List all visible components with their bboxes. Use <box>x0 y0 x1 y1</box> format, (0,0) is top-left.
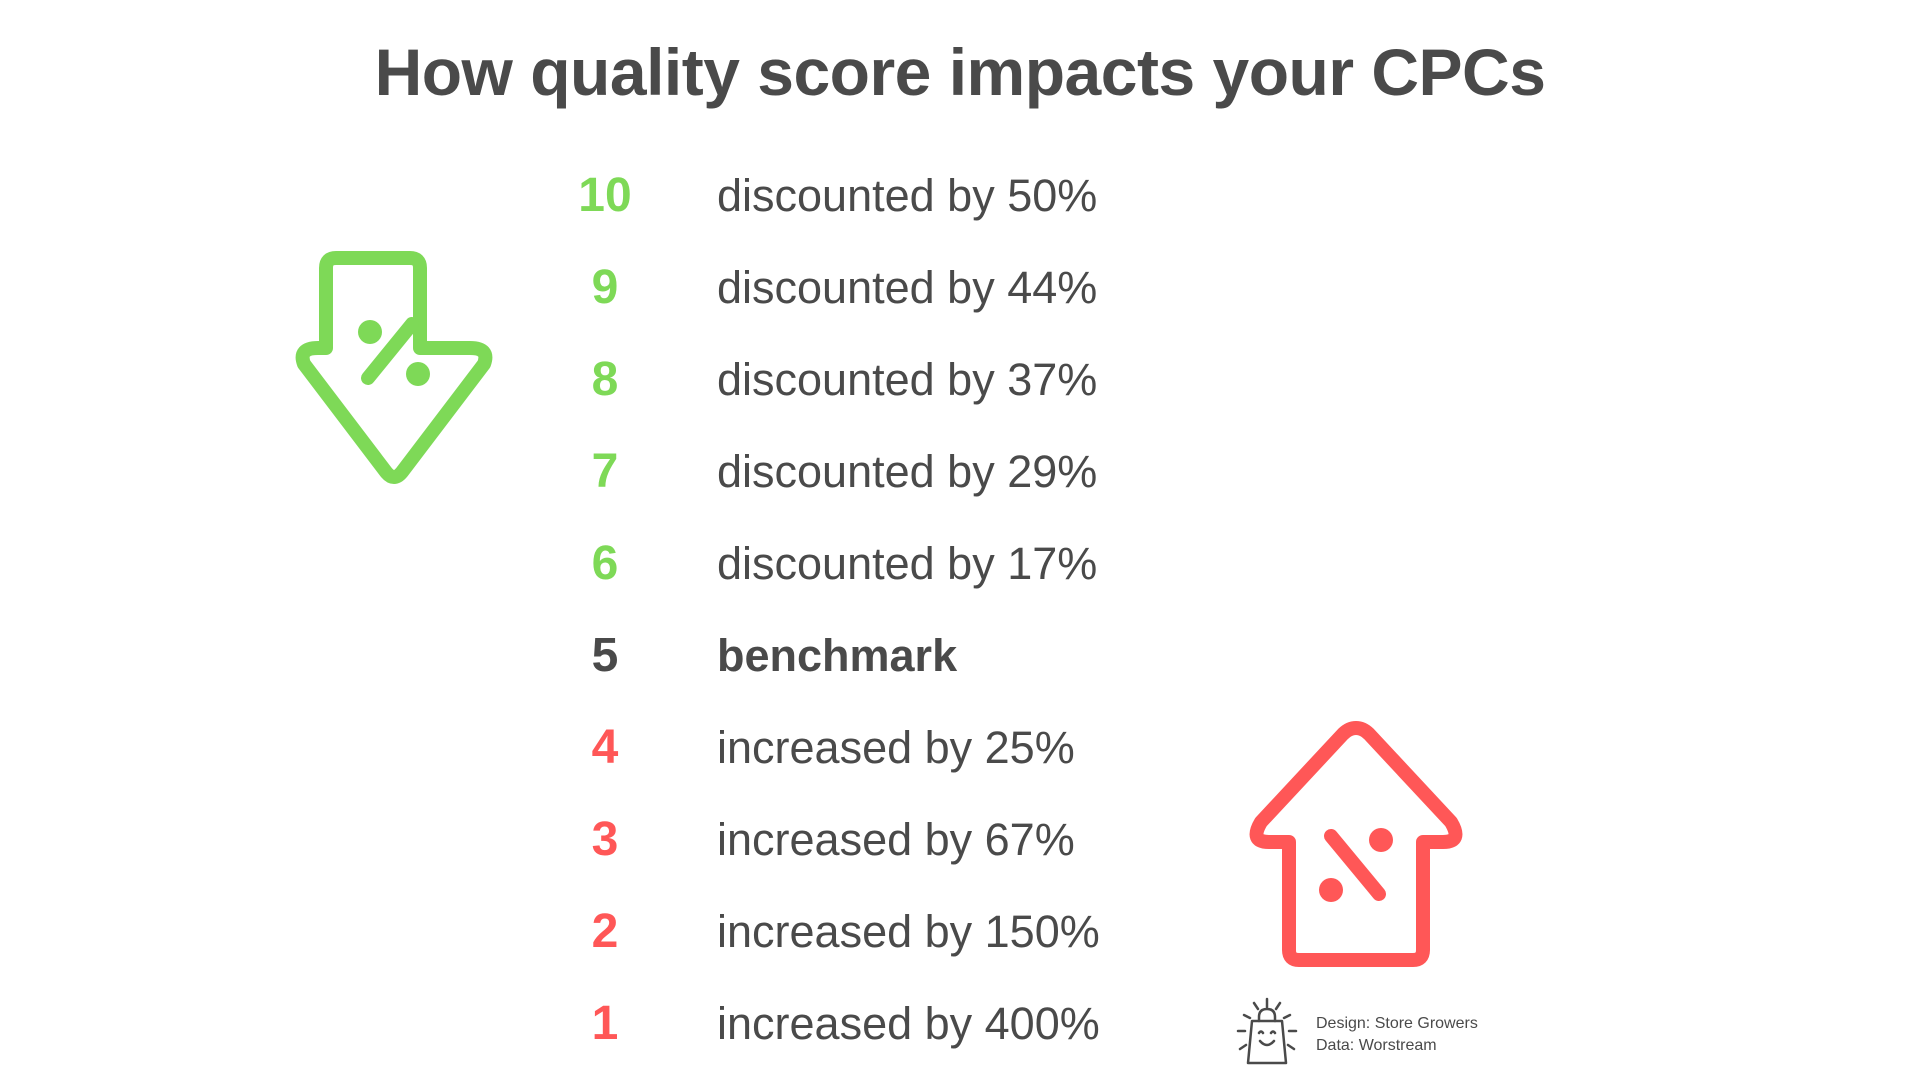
score-effect-label: discounted by 29% <box>717 446 1098 497</box>
list-item: 5 benchmark <box>540 610 1240 702</box>
list-item: 3 increased by 67% <box>540 794 1240 886</box>
score-number: 2 <box>591 905 619 958</box>
score-effect-label: increased by 150% <box>717 906 1100 957</box>
score-effect-label: discounted by 44% <box>717 262 1098 313</box>
score-number: 1 <box>591 997 619 1050</box>
score-effect-label: increased by 25% <box>717 722 1075 773</box>
list-item: 7 discounted by 29% <box>540 426 1240 518</box>
list-item: 8 discounted by 37% <box>540 334 1240 426</box>
score-effect-label: increased by 400% <box>717 998 1100 1049</box>
score-effect-label: discounted by 37% <box>717 354 1098 405</box>
score-number: 5 <box>591 629 619 682</box>
credit-block: Design: Store Growers Data: Worstream <box>1228 997 1528 1069</box>
score-number: 6 <box>591 537 619 590</box>
quality-score-list: 10 discounted by 50% 9 discounted by 44%… <box>540 150 1240 1070</box>
list-item: 4 increased by 25% <box>540 702 1240 794</box>
design-credit: Design: Store Growers <box>1316 1015 1478 1032</box>
percent-up-arrow-icon <box>1249 721 1463 967</box>
list-item: 6 discounted by 17% <box>540 518 1240 610</box>
score-effect-label: increased by 67% <box>717 814 1075 865</box>
score-number: 8 <box>591 353 619 406</box>
benchmark-label: benchmark <box>717 630 958 681</box>
score-effect-label: discounted by 17% <box>717 538 1098 589</box>
score-effect-label: discounted by 50% <box>717 170 1098 221</box>
list-item: 2 increased by 150% <box>540 886 1240 978</box>
list-item: 10 discounted by 50% <box>540 150 1240 242</box>
score-number: 7 <box>591 445 619 498</box>
score-number: 4 <box>591 721 619 774</box>
score-number: 3 <box>591 813 619 866</box>
score-number: 10 <box>578 169 632 222</box>
data-credit: Data: Worstream <box>1316 1037 1437 1054</box>
list-item: 9 discounted by 44% <box>540 242 1240 334</box>
percent-down-arrow-icon <box>295 251 493 484</box>
score-number: 9 <box>591 261 619 314</box>
page-title: How quality score impacts your CPCs <box>374 35 1546 109</box>
credit-text: Design: Store Growers Data: Worstream <box>1316 1013 1478 1057</box>
list-item: 1 increased by 400% <box>540 978 1240 1070</box>
shopping-bag-icon <box>1236 997 1298 1065</box>
